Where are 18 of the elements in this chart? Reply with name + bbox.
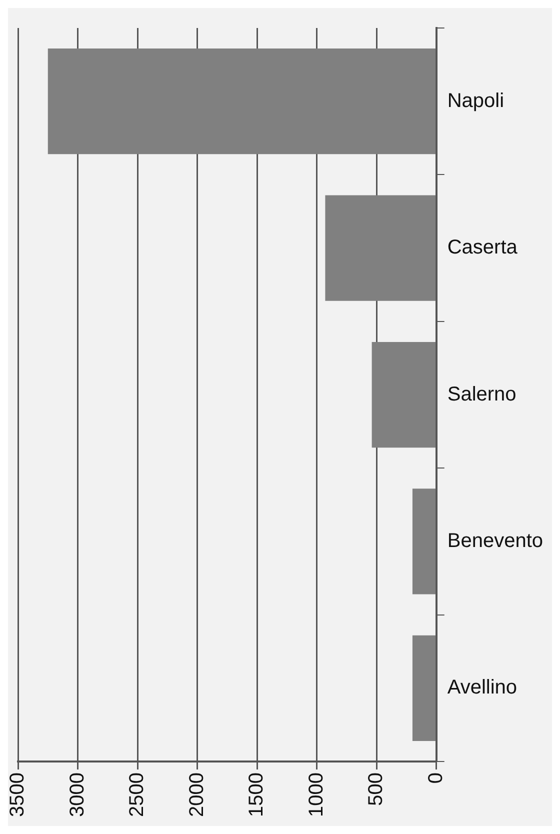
y-tick-label: Caserta bbox=[447, 236, 518, 259]
bar bbox=[372, 342, 436, 448]
y-tick-label: Salerno bbox=[447, 383, 516, 406]
bar bbox=[48, 48, 436, 154]
y-tick-label: Avellino bbox=[447, 676, 518, 699]
x-tick-label: 0 bbox=[424, 772, 447, 784]
x-tick-label: 3000 bbox=[66, 772, 88, 818]
x-tick-label: 3500 bbox=[6, 772, 29, 818]
x-tick-label: 1000 bbox=[305, 772, 328, 818]
x-tick-label: 500 bbox=[365, 772, 388, 806]
x-tick-label: 1500 bbox=[246, 772, 268, 818]
bar bbox=[325, 195, 436, 301]
x-tick-label: 2000 bbox=[186, 772, 208, 818]
bar bbox=[412, 635, 436, 741]
y-tick-label: Napoli bbox=[447, 90, 504, 112]
bar bbox=[412, 488, 436, 594]
y-tick-label: Benevento bbox=[447, 530, 544, 552]
x-tick-label: 2500 bbox=[126, 772, 148, 818]
